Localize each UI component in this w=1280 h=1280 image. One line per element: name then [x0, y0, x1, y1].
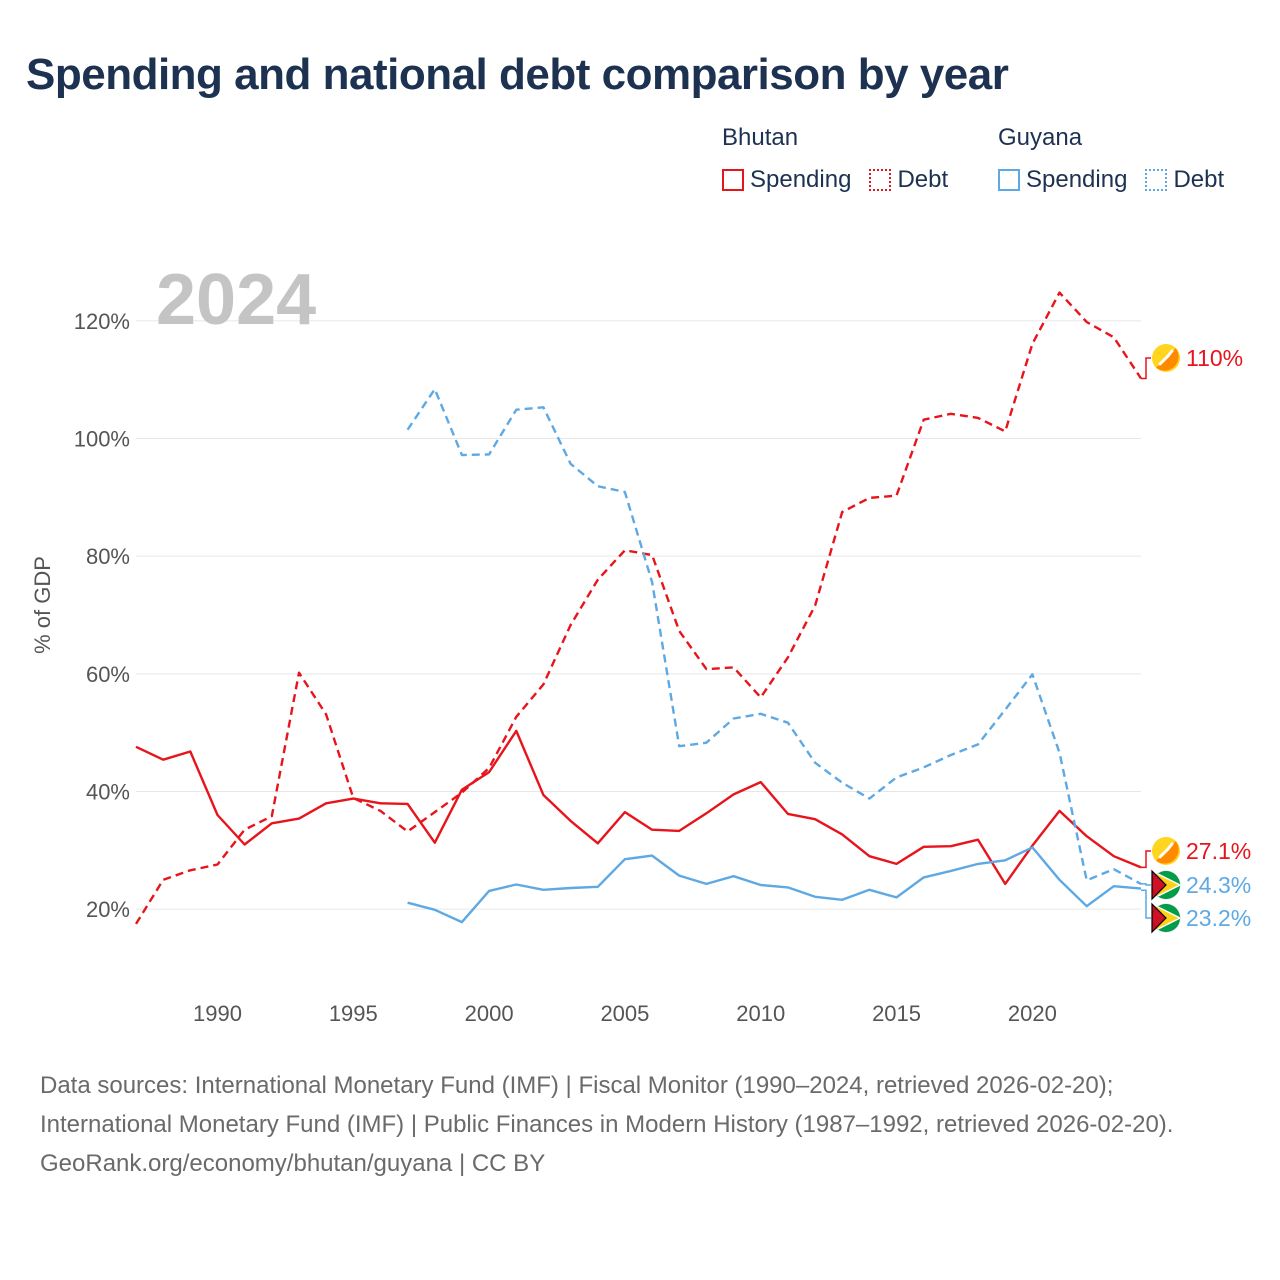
x-tick-label: 1995	[329, 1001, 378, 1026]
page-title: Spending and national debt comparison by…	[26, 50, 1009, 99]
line-chart: 20% 40% 60% 80% 100% 120% 1990 1995 2000 2005 2010…	[30, 260, 1251, 1026]
end-value-label: 27.1%	[1186, 838, 1251, 864]
credit-link[interactable]: GeoRank.org/economy/bhutan/guyana | CC B…	[40, 1150, 546, 1177]
guyana-flag-icon	[1151, 869, 1182, 901]
end-value-label: 110%	[1186, 345, 1243, 371]
series-line-bhutan-spending	[135, 729, 1142, 886]
x-tick-label: 2010	[736, 1001, 785, 1026]
bhutan-flag-icon	[1152, 837, 1180, 865]
x-tick-label: 2020	[1008, 1001, 1057, 1026]
legend-item-guyana-spending[interactable]: Spending	[998, 166, 1127, 194]
y-tick-label: 80%	[86, 544, 130, 569]
legend-swatch-dotted	[869, 169, 892, 191]
legend-swatch-solid	[998, 169, 1020, 191]
y-tick-label: 100%	[74, 427, 130, 452]
flag-outline	[1151, 903, 1181, 933]
data-sources: Data sources: International Monetary Fun…	[40, 1072, 1174, 1138]
legend-country-guyana: Guyana	[998, 124, 1083, 151]
legend-swatch-dotted	[1145, 169, 1168, 191]
end-label-connector	[1141, 357, 1151, 380]
series-line-guyana-debt	[406, 387, 1142, 885]
y-tick-label: 120%	[74, 309, 130, 334]
flag-orange	[1156, 348, 1179, 371]
legend-label: Debt	[1173, 166, 1225, 193]
y-tick-label: 60%	[86, 662, 130, 687]
x-tick-label: 2015	[872, 1001, 921, 1026]
end-value-label: 24.3%	[1186, 872, 1251, 898]
end-value-label: 23.2%	[1186, 905, 1251, 931]
legend-item-bhutan-debt[interactable]: Debt	[869, 166, 948, 194]
series-line-guyana-spending	[407, 846, 1142, 924]
legend-item-bhutan-spending[interactable]: Spending	[722, 166, 851, 194]
series-line-bhutan-debt	[134, 291, 1143, 925]
legend-swatch-solid	[722, 169, 744, 191]
flag-dragon	[1158, 349, 1174, 366]
legend-group-guyana: Guyana Spending Debt	[998, 122, 1242, 196]
y-tick-label: 40%	[86, 780, 130, 805]
flag-dragon	[1158, 842, 1174, 859]
end-label-connector	[1141, 889, 1151, 919]
legend-group-bhutan: Bhutan Spending Debt	[722, 122, 966, 196]
x-tick-label: 2005	[600, 1001, 649, 1026]
y-axis-label: % of GDP	[30, 556, 55, 654]
end-label-connector	[1141, 850, 1151, 869]
flag-outline	[1151, 870, 1181, 900]
flag-red-triangle	[1151, 902, 1167, 934]
y-tick-label: 20%	[86, 897, 130, 922]
footer: Data sources: International Monetary Fun…	[40, 1066, 1240, 1183]
year-label: 2024	[156, 260, 316, 340]
legend-label: Spending	[1026, 166, 1128, 193]
x-tick-label: 1990	[193, 1001, 242, 1026]
legend-label: Debt	[897, 166, 949, 193]
flag-red-triangle	[1151, 869, 1167, 901]
end-label-connector	[1141, 883, 1151, 886]
bhutan-flag-icon	[1152, 344, 1180, 372]
legend-country-bhutan: Bhutan	[722, 124, 799, 151]
flag-orange	[1156, 841, 1179, 864]
x-tick-label: 2000	[465, 1001, 514, 1026]
legend-item-guyana-debt[interactable]: Debt	[1145, 166, 1224, 194]
guyana-flag-icon	[1151, 902, 1182, 934]
legend-label: Spending	[750, 166, 852, 193]
